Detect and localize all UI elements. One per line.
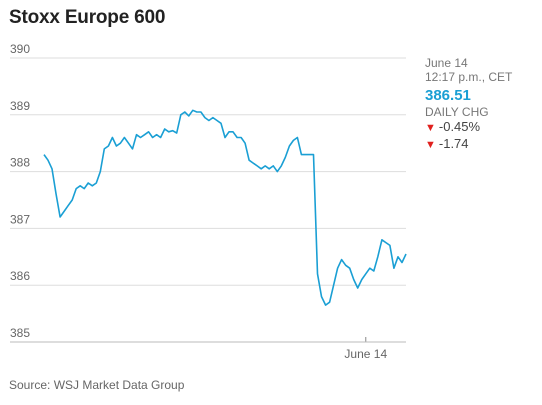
y-tick-label: 388 <box>10 156 30 170</box>
change-absolute-row: ▼ -1.74 <box>425 136 512 153</box>
quote-info-panel: June 14 12:17 p.m., CET 386.51 DAILY CHG… <box>425 56 512 153</box>
daily-change-label: DAILY CHG <box>425 105 489 119</box>
quote-time: 12:17 p.m., CET <box>425 70 513 84</box>
y-axis-ticks: 385 386 387 388 389 390 <box>10 42 30 340</box>
series-layer <box>43 109 407 306</box>
y-tick-label: 387 <box>10 212 30 226</box>
series-line <box>43 109 407 306</box>
quote-date: June 14 <box>425 56 468 70</box>
change-percent-row: ▼ -0.45% <box>425 119 512 136</box>
y-tick-label: 386 <box>10 269 30 283</box>
down-arrow-icon: ▼ <box>425 122 436 134</box>
y-tick-label: 389 <box>10 99 30 113</box>
change-absolute: -1.74 <box>438 136 469 151</box>
chart-title: Stoxx Europe 600 <box>9 7 166 28</box>
change-percent: -0.45% <box>438 119 481 134</box>
source-note: Source: WSJ Market Data Group <box>9 378 185 392</box>
y-tick-label: 385 <box>10 326 30 340</box>
x-tick-label: June 14 <box>344 347 387 361</box>
x-axis-ticks: June 14 <box>344 337 387 361</box>
grid-lines <box>10 57 406 286</box>
y-tick-label: 390 <box>10 42 30 56</box>
down-arrow-icon: ▼ <box>425 139 436 151</box>
quote-price: 386.51 <box>425 87 471 104</box>
